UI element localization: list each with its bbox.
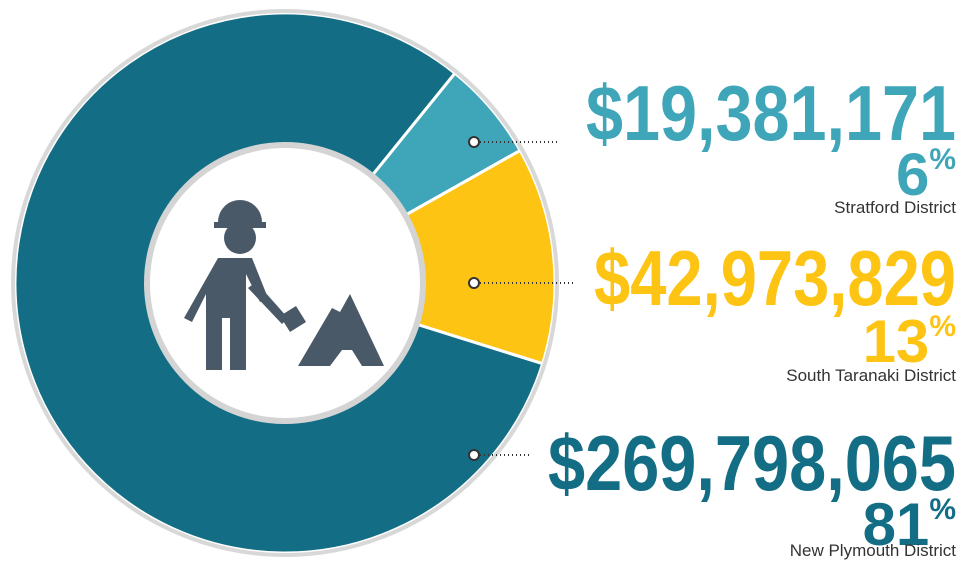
- category-label: Stratford District: [834, 198, 956, 217]
- amount-label: $42,973,829: [594, 234, 956, 322]
- percent-label: 13%: [863, 308, 956, 375]
- category-label: South Taranaki District: [786, 366, 956, 385]
- category-label: New Plymouth District: [790, 541, 957, 560]
- amount-label: $19,381,171: [586, 69, 956, 157]
- donut: [11, 9, 559, 557]
- inner-circle: [144, 142, 426, 424]
- amount-label: $269,798,065: [548, 419, 956, 507]
- percent-label: 81%: [863, 491, 956, 558]
- leader-dot: [468, 449, 480, 461]
- leader-dot: [468, 277, 480, 289]
- leader-dot: [468, 136, 480, 148]
- percent-label: 6%: [896, 141, 956, 208]
- worker-icon: [184, 200, 384, 370]
